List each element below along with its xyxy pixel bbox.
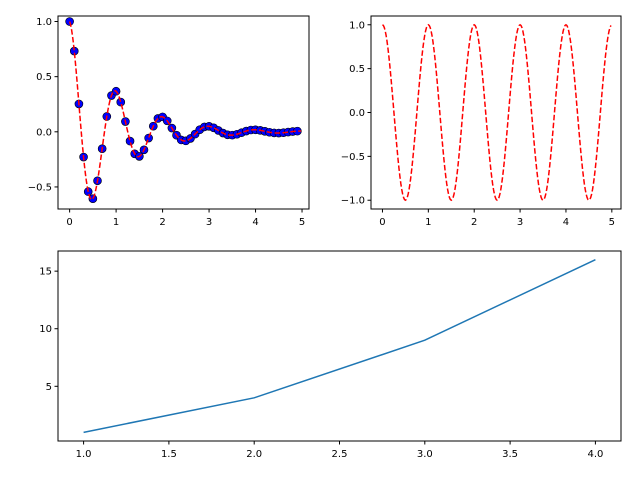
x-tick-label: 2 [159,217,165,228]
y-tick-label: −1.0 [341,196,365,207]
x-tick-label: 1.0 [76,449,92,460]
y-tick-label: 0.5 [349,64,365,75]
x-tick-label: 3 [517,217,523,228]
x-tick-label: 3 [206,217,212,228]
data-point [125,136,135,146]
x-tick-label: 2 [471,217,477,228]
x-tick-label: 1.5 [161,449,177,460]
x-axis: 0 1 2 3 4 5 [66,209,305,228]
x-tick-label: 4 [563,217,569,228]
y-tick-label: 0.0 [349,108,365,119]
x-tick-label: 2.5 [332,449,348,460]
axes-frame [57,15,310,210]
x-axis: 1.0 1.5 2.0 2.5 3.0 3.5 4.0 [76,441,603,460]
x-tick-label: 3.5 [502,449,518,460]
plot-area [65,17,302,203]
y-tick-label: 1.0 [36,17,52,28]
x-tick-label: 3.0 [417,449,433,460]
series-line-dashed [382,23,612,202]
plot-area [382,23,612,202]
y-axis: −0.5 0.0 0.5 1.0 [28,17,58,193]
x-tick-label: 5 [609,217,615,228]
subplot-cosine: 0 1 2 3 4 5 −1.0 −0.5 0.0 0.5 1.0 [341,15,622,228]
data-point [144,133,153,143]
y-tick-label: −0.5 [341,152,365,163]
data-point [116,97,126,107]
x-axis: 0 1 2 3 4 5 [379,209,615,228]
subplot-squares: 1.0 1.5 2.0 2.5 3.0 3.5 4.0 5 10 15 [39,250,622,460]
y-tick-label: 15 [39,267,52,278]
x-tick-label: 4 [252,217,258,228]
y-tick-label: 1.0 [349,20,365,31]
data-point [88,194,98,203]
x-tick-label: 5 [299,217,305,228]
y-tick-label: 0.5 [36,72,52,83]
x-tick-label: 4.0 [587,449,603,460]
x-tick-label: 2.0 [246,449,262,460]
y-axis: 5 10 15 [39,267,58,393]
y-tick-label: 10 [39,324,52,335]
x-tick-label: 0 [379,217,385,228]
y-tick-label: 0.0 [36,127,52,138]
x-tick-label: 1 [113,217,119,228]
y-tick-label: 5 [46,382,52,393]
series-line-dashed [68,21,302,201]
x-tick-label: 1 [425,217,431,228]
plot-area [83,258,596,434]
series-line [83,258,596,434]
y-tick-label: −0.5 [28,182,52,193]
x-tick-label: 0 [66,217,72,228]
y-axis: −1.0 −0.5 0.0 0.5 1.0 [341,20,371,207]
subplot-damped-oscillation: 0 1 2 3 4 5 −0.5 0.0 0.5 1.0 [28,15,310,228]
